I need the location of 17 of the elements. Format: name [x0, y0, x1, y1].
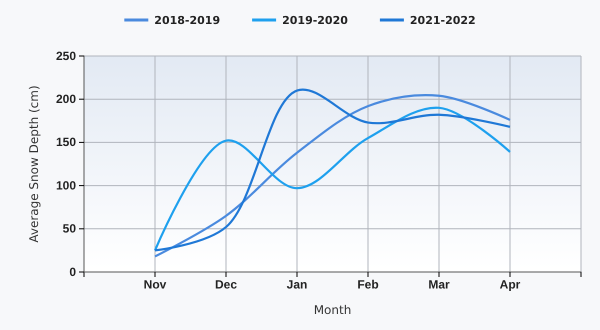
y-tick-label: 150 — [56, 135, 76, 150]
x-tick-label: Mar — [428, 278, 450, 292]
y-tick-label: 100 — [56, 178, 76, 192]
x-tick-label: Jan — [286, 278, 308, 292]
legend-label: 2018-2019 — [154, 14, 220, 27]
legend-label: 2019-2020 — [282, 14, 348, 27]
x-axis-title: Month — [314, 303, 352, 317]
x-tick-label: Apr — [500, 278, 521, 292]
y-tick-label: 50 — [62, 222, 76, 236]
legend-label: 2021-2022 — [410, 14, 476, 27]
y-axis-title: Average Snow Depth (cm) — [27, 85, 41, 243]
x-tick-label: Dec — [214, 278, 238, 292]
y-tick-label: 0 — [69, 264, 76, 279]
y-tick-label: 200 — [56, 92, 76, 106]
x-tick-label: Feb — [357, 278, 379, 292]
y-tick-label: 250 — [56, 48, 76, 63]
x-tick-label: Nov — [144, 278, 167, 292]
